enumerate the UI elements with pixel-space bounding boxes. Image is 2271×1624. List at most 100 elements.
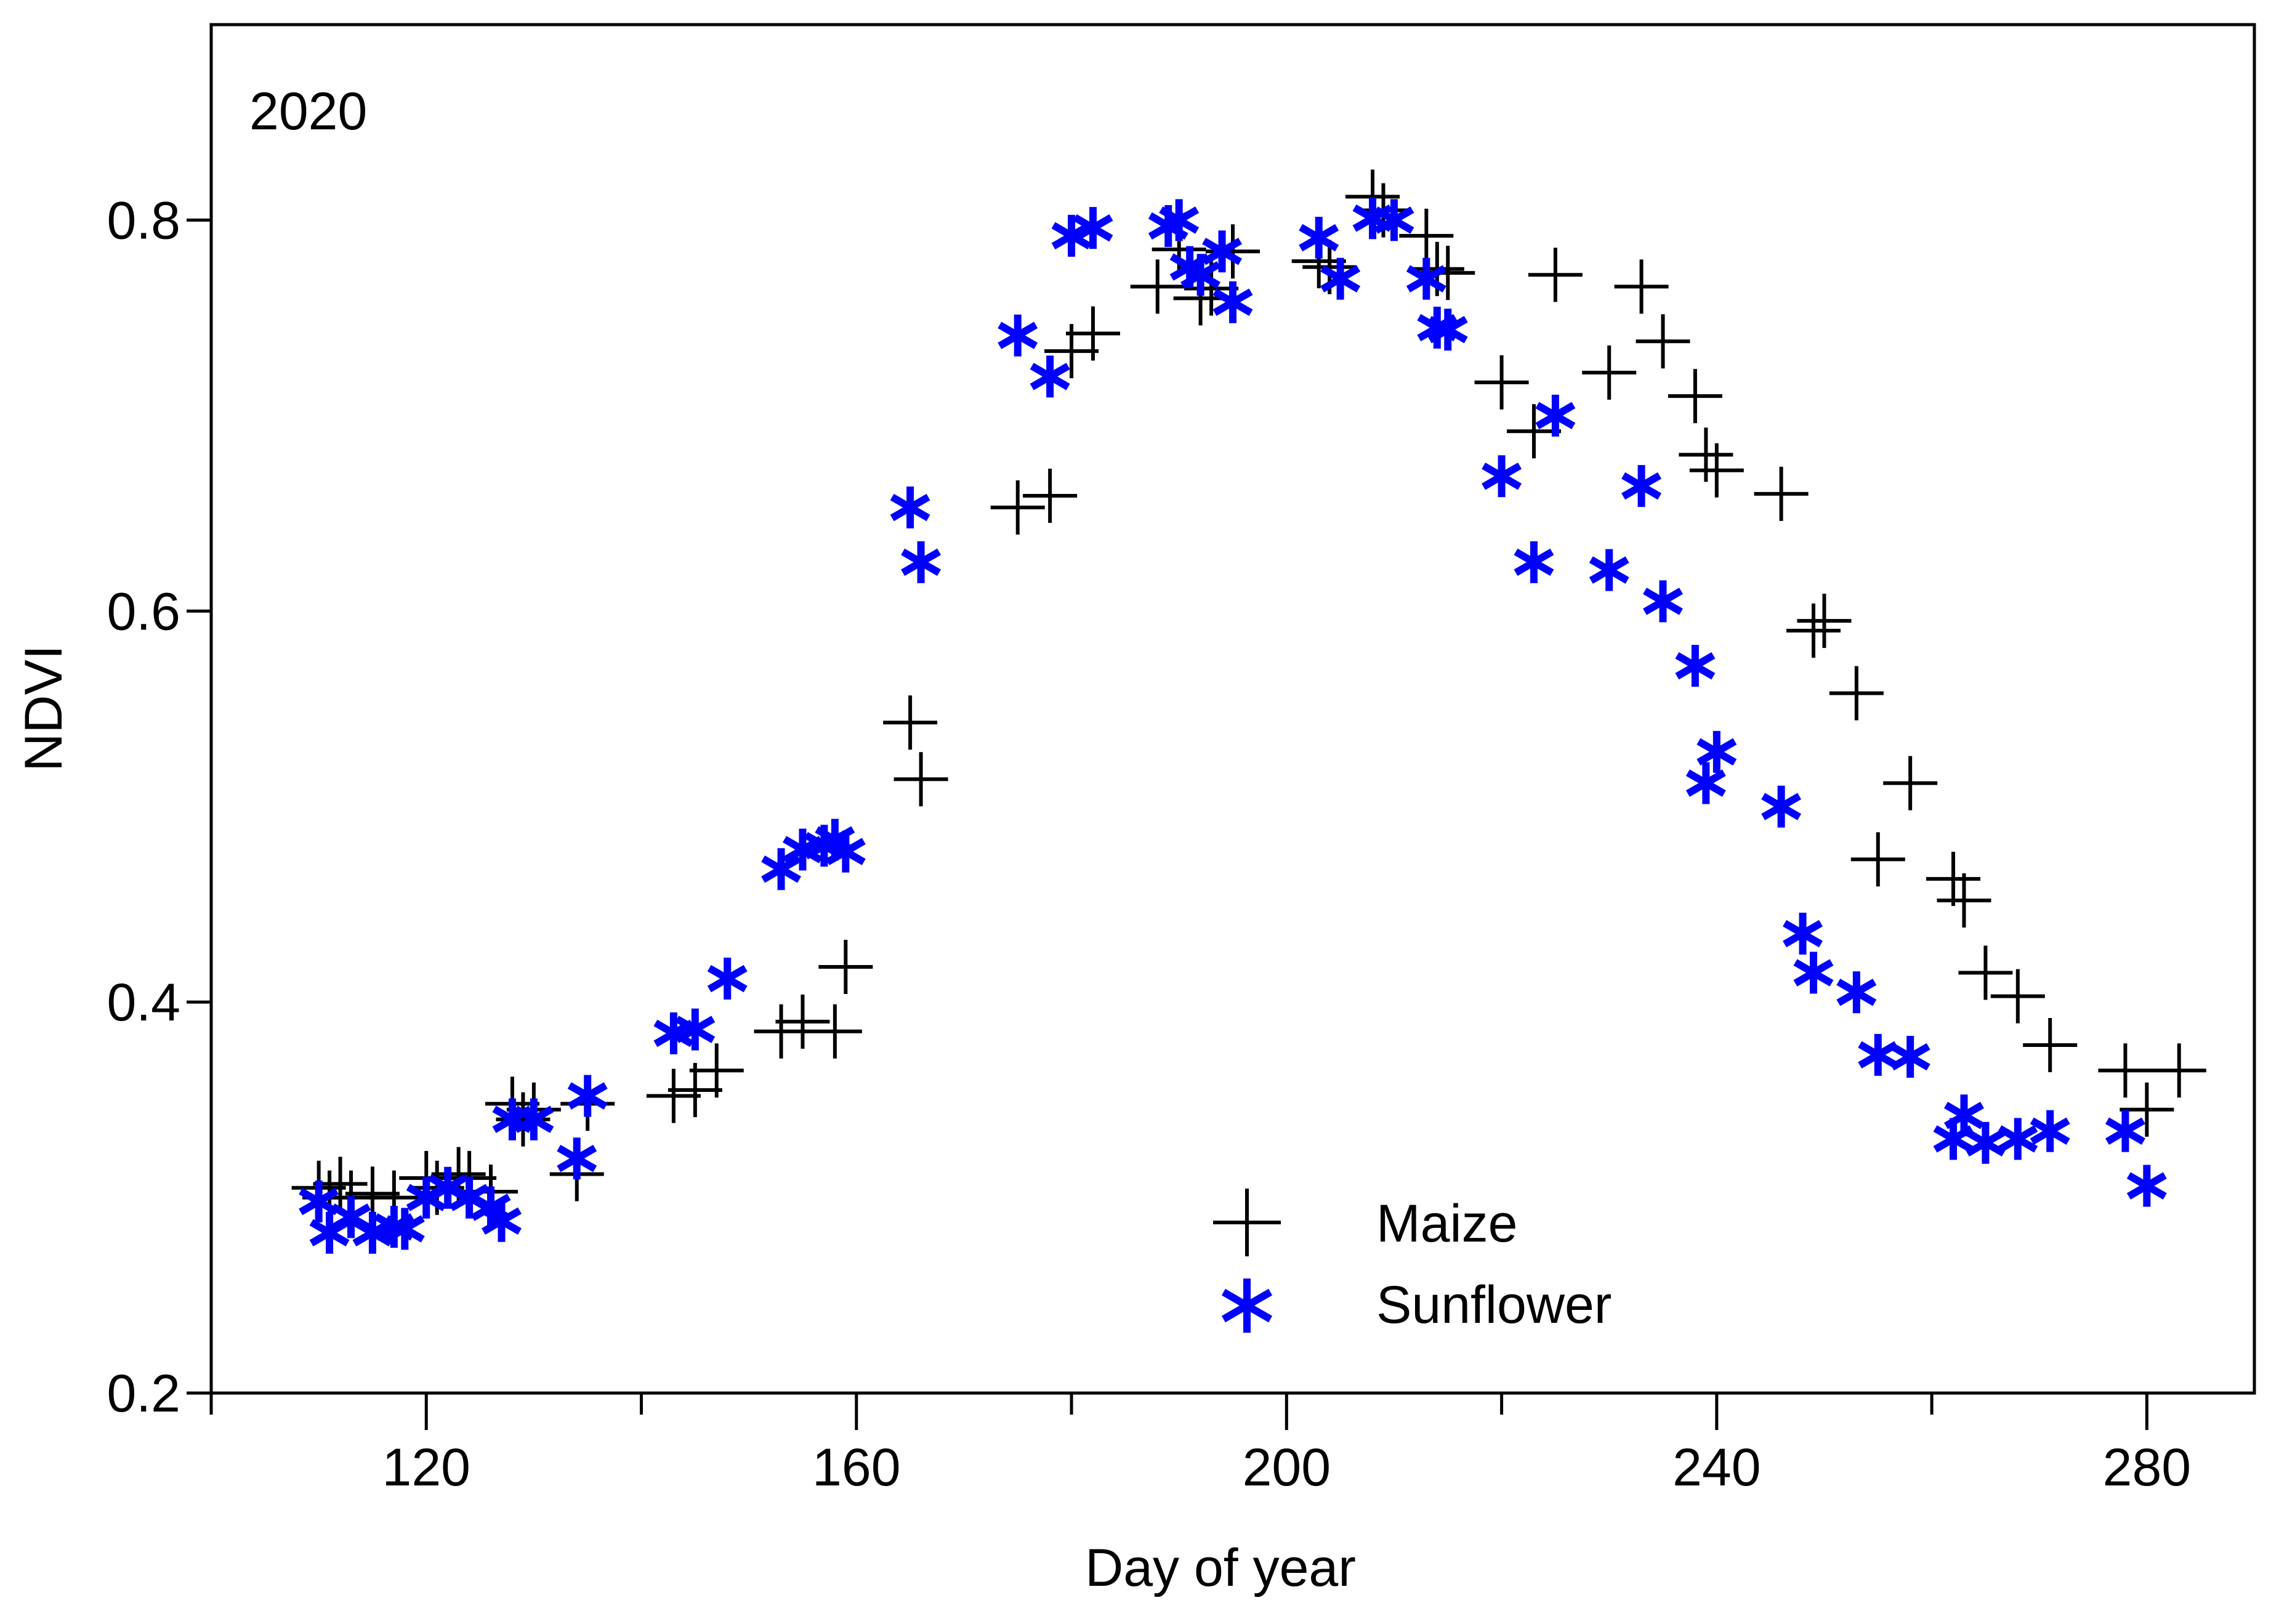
x-axis-title: Day of year xyxy=(1085,1538,1356,1598)
sunflower-point xyxy=(2105,1110,2145,1152)
maize-point xyxy=(1636,314,1690,369)
maize-point xyxy=(1689,443,1744,498)
maize-point xyxy=(883,695,938,750)
sunflower-point xyxy=(1685,762,1726,804)
maize-point xyxy=(646,1069,701,1123)
maize-point xyxy=(1754,466,1809,521)
sunflower-point xyxy=(901,541,942,583)
maize-point xyxy=(1528,248,1583,302)
sunflower-point xyxy=(2030,1110,2070,1152)
sunflower-point xyxy=(998,314,1038,357)
y-tick-label: 0.6 xyxy=(107,582,180,641)
x-tick-label: 160 xyxy=(812,1438,901,1497)
maize-point xyxy=(1023,469,1078,523)
sunflower-point xyxy=(299,1180,339,1222)
x-tick-label: 280 xyxy=(2103,1438,2192,1497)
legend-maize-label: Maize xyxy=(1376,1194,1517,1253)
maize-point xyxy=(1829,666,1884,721)
maize-series xyxy=(291,169,2206,1225)
sunflower-point xyxy=(890,487,930,529)
legend-maize-marker xyxy=(1213,1189,1281,1256)
sunflower-point xyxy=(761,848,801,891)
maize-point xyxy=(1065,306,1120,361)
maize-point xyxy=(2023,1017,2078,1072)
sunflower-point xyxy=(557,1137,597,1180)
sunflower-point xyxy=(1696,730,1737,773)
sunflower-point xyxy=(1836,971,1877,1014)
sunflower-point xyxy=(1514,541,1554,583)
plot-area-frame xyxy=(209,23,2256,1395)
maize-point xyxy=(1582,345,1637,400)
sunflower-point xyxy=(1783,913,1823,955)
legend-sunflower-label: Sunflower xyxy=(1376,1275,1611,1335)
sunflower-point xyxy=(1051,214,1092,257)
sunflower-point xyxy=(1761,785,1802,828)
y-tick-label: 0.4 xyxy=(107,973,180,1032)
sunflower-point xyxy=(567,1075,608,1117)
maize-point xyxy=(1850,832,1905,887)
y-tick-label: 0.8 xyxy=(107,191,180,250)
sunflower-point xyxy=(825,830,866,873)
sunflower-point xyxy=(1793,951,1834,994)
maize-point xyxy=(775,994,830,1049)
sunflower-point xyxy=(1030,355,1070,398)
maize-point xyxy=(1614,259,1669,314)
maize-point xyxy=(1958,945,2013,1000)
maize-point xyxy=(1399,208,1454,263)
sunflower-series xyxy=(299,197,2167,1254)
sunflower-point xyxy=(1643,580,1683,623)
sunflower-point xyxy=(707,958,748,1000)
sunflower-point xyxy=(1159,199,1200,241)
sunflower-point xyxy=(1944,1094,1984,1137)
legend-sunflower-marker xyxy=(1221,1279,1273,1333)
maize-point xyxy=(1926,852,1981,907)
maize-point xyxy=(1883,756,1938,810)
sunflower-point xyxy=(1320,257,1361,300)
sunflower-point xyxy=(1535,394,1576,437)
sunflower-point xyxy=(384,1208,425,1250)
maize-point xyxy=(1797,594,1852,648)
sunflower-point xyxy=(1998,1118,2038,1160)
sunflower-point xyxy=(1675,645,1716,687)
sunflower-point xyxy=(675,1008,716,1051)
maize-point xyxy=(1990,969,2045,1024)
sunflower-point xyxy=(1858,1033,1898,1076)
legend-plus-icon xyxy=(1213,1189,1281,1256)
maize-point xyxy=(345,1166,400,1221)
sunflower-point xyxy=(1202,230,1242,273)
sunflower-point xyxy=(1180,254,1221,296)
maize-point xyxy=(689,1043,744,1098)
x-tick-label: 120 xyxy=(382,1438,471,1497)
maize-point xyxy=(2098,1043,2153,1098)
sunflower-point xyxy=(1406,257,1446,300)
sunflower-point xyxy=(1073,207,1113,249)
year-annotation: 2020 xyxy=(249,82,367,141)
maize-point xyxy=(807,1004,862,1059)
maize-point xyxy=(1937,873,1991,928)
sunflower-point xyxy=(352,1211,393,1254)
maize-point xyxy=(1130,259,1185,314)
maize-point xyxy=(1786,604,1841,658)
sunflower-point xyxy=(1427,309,1468,351)
x-tick-label: 200 xyxy=(1243,1438,1331,1497)
sunflower-point xyxy=(1299,216,1339,259)
y-tick-label: 0.2 xyxy=(107,1364,180,1423)
sunflower-point xyxy=(1482,455,1522,498)
legend: Maize Sunflower xyxy=(1213,1189,1611,1335)
maize-point xyxy=(2120,1082,2174,1137)
x-axis-ticks: 120 160 200 240 280 xyxy=(209,1393,2192,1497)
maize-point xyxy=(2152,1043,2206,1098)
sunflower-point xyxy=(1965,1121,2006,1164)
sunflower-point xyxy=(514,1098,554,1141)
maize-point xyxy=(1679,427,1733,482)
sunflower-point xyxy=(1890,1036,1930,1078)
sunflower-point xyxy=(1589,549,1629,591)
sunflower-point xyxy=(1621,465,1662,507)
maize-point xyxy=(990,480,1045,535)
legend-asterisk-icon xyxy=(1221,1279,1273,1333)
sunflower-point xyxy=(1212,281,1253,323)
y-axis-ticks: 0.2 0.4 0.6 0.8 xyxy=(107,191,211,1423)
y-axis-title: NDVI xyxy=(14,645,73,771)
